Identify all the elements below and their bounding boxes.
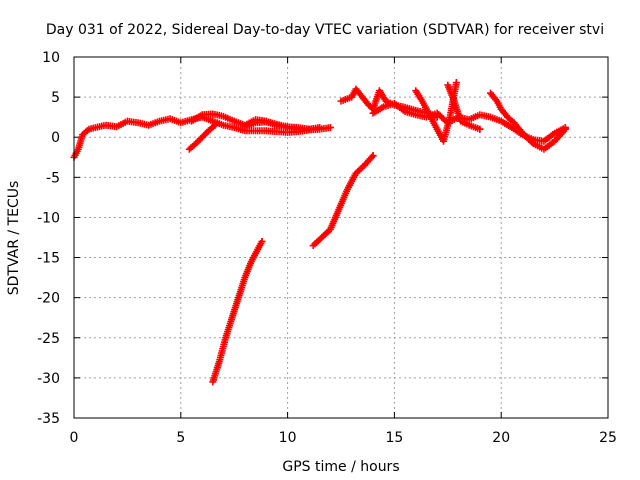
data-point [528, 138, 536, 146]
y-tick-label: 10 [42, 50, 60, 66]
data-point [452, 79, 460, 87]
series-arc-steep-1 [209, 238, 266, 386]
y-tick-label: -5 [46, 170, 60, 186]
data-point [316, 124, 324, 132]
x-tick-label: 15 [385, 430, 403, 446]
y-tick-label: -35 [37, 411, 60, 427]
data-point [258, 238, 266, 246]
y-tick-label: 5 [51, 90, 60, 106]
x-tick-label: 0 [70, 430, 79, 446]
y-tick-label: -20 [37, 291, 60, 307]
grid [74, 57, 608, 418]
data-point [369, 152, 377, 160]
series-arc-late-d [444, 81, 484, 133]
y-tick-label: 0 [51, 130, 60, 146]
x-tick-label: 20 [492, 430, 510, 446]
y-tick-label: -25 [37, 331, 60, 347]
chart-title: Day 031 of 2022, Sidereal Day-to-day VTE… [46, 22, 604, 38]
plot-frame [73, 56, 609, 419]
x-tick-label: 25 [599, 430, 617, 446]
y-tick-label: -15 [37, 251, 60, 267]
data-point [211, 121, 219, 129]
data-point [561, 125, 569, 133]
x-axis-label: GPS time / hours [282, 459, 399, 475]
y-tick-label: -10 [37, 210, 60, 226]
y-axis-label: SDTVAR / TECUs [6, 181, 22, 296]
data-points [70, 79, 569, 386]
axes: 0 5 10 15 20 25 -35 -30 -25 -20 -15 -10 -5 0 5 10 [37, 50, 617, 446]
data-point [476, 125, 484, 133]
x-tick-label: 5 [176, 430, 185, 446]
series-arc-dip [185, 121, 219, 153]
series-arc-mid [241, 118, 324, 133]
data-point [326, 124, 334, 132]
series-arc-steep-2 [309, 152, 377, 250]
x-tick-label: 10 [279, 430, 297, 446]
series-arc-late-e [487, 89, 569, 153]
y-tick-label: -30 [37, 371, 60, 387]
